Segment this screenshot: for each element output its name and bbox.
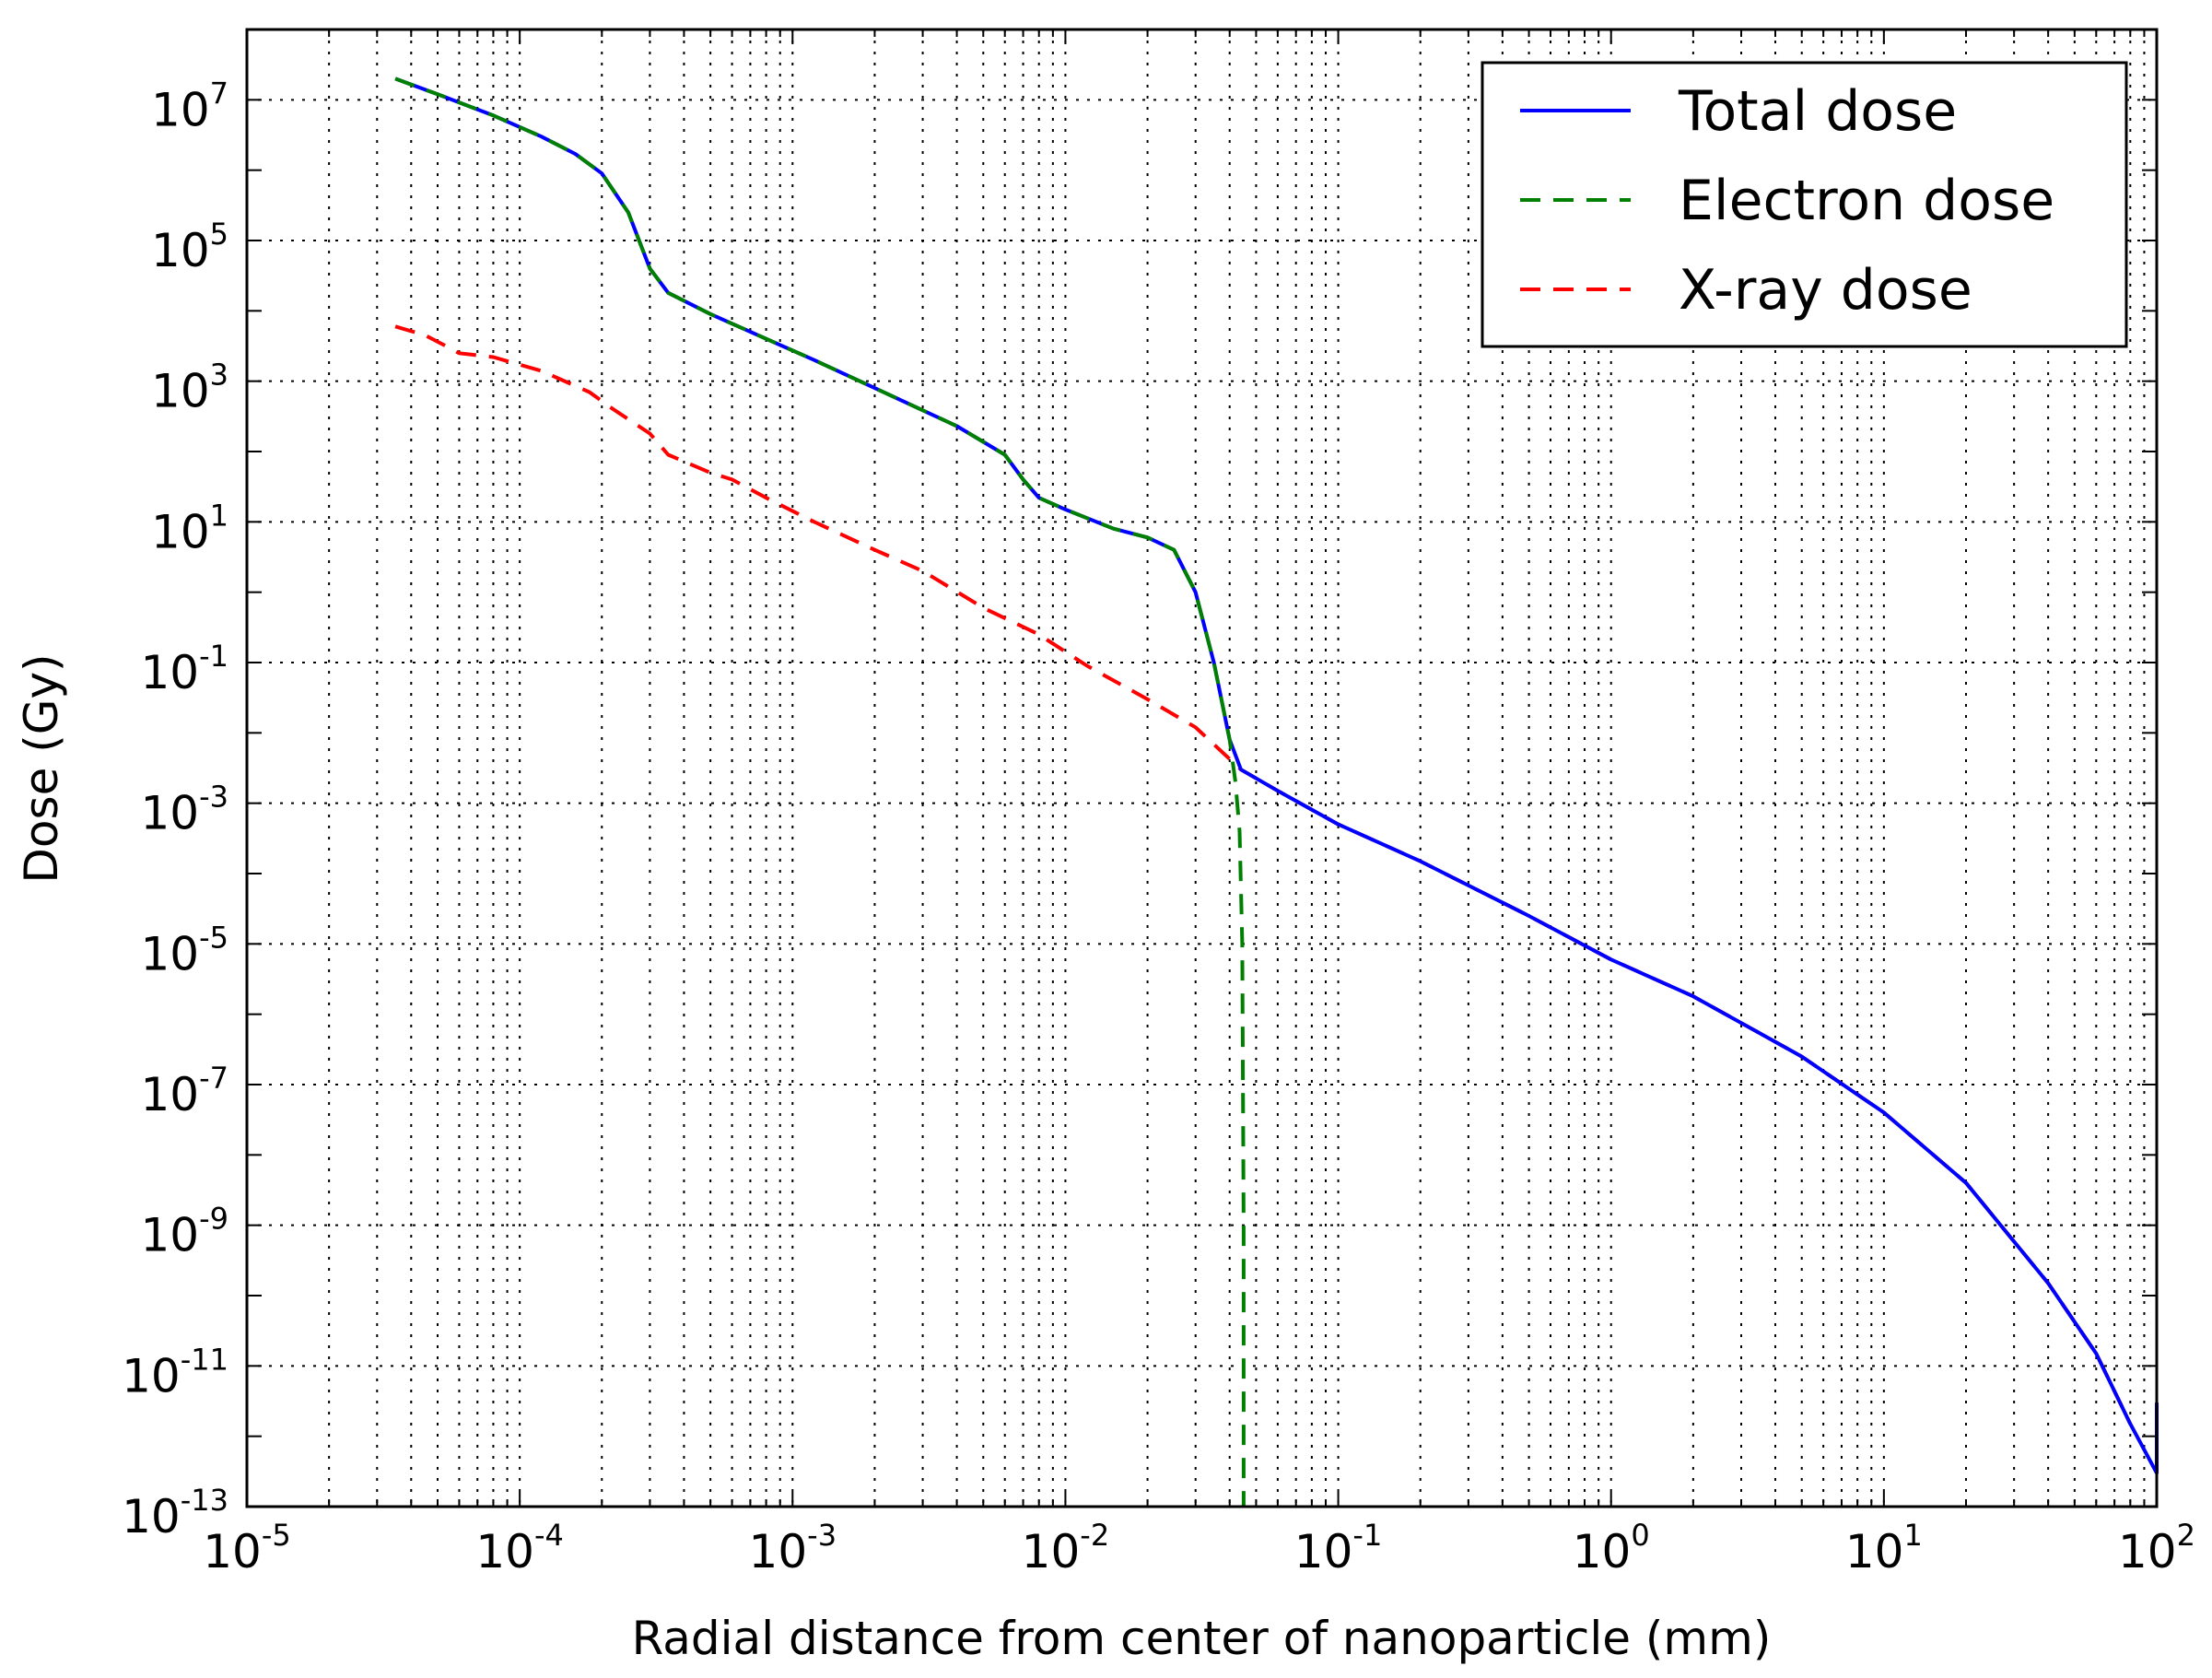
y-axis-label: Dose (Gy): [15, 653, 68, 883]
y-axis-tick-labels: 107 105 103 101 10-1 10-3 10-5 10-7 10-9 10-11 10-…: [122, 76, 228, 1543]
x-tick-label: 102: [2118, 1518, 2195, 1578]
legend-items: Total dose Electron dose X-ray dose: [1520, 79, 2054, 323]
x-tick-label: 101: [1845, 1518, 1923, 1578]
legend-label: X-ray dose: [1679, 258, 1972, 323]
x-axis-tick-labels: 10-5 10-4 10-3 10-2 10-1 100 101 102: [203, 1518, 2195, 1578]
x-tick-label: 10-3: [749, 1518, 837, 1578]
y-tick-label: 10-9: [140, 1202, 228, 1262]
y-tick-label: 103: [151, 358, 228, 418]
y-tick-label: 10-3: [140, 780, 228, 840]
x-tick-label: 10-1: [1294, 1518, 1383, 1578]
x-axis-label: Radial distance from center of nanoparti…: [632, 1612, 1772, 1665]
y-tick-label: 10-11: [122, 1342, 228, 1402]
y-tick-label: 10-1: [140, 639, 228, 699]
y-tick-label: 107: [151, 76, 228, 136]
x-tick-label: 100: [1573, 1518, 1650, 1578]
y-tick-label: 101: [151, 498, 228, 558]
y-tick-label: 10-5: [140, 920, 228, 980]
legend-label: Electron dose: [1679, 169, 2054, 233]
x-tick-label: 10-5: [203, 1518, 291, 1578]
plot-frame: [245, 28, 2159, 1508]
x-tick-label: 10-2: [1022, 1518, 1110, 1578]
series-layer: [394, 76, 2159, 1507]
legend-label: Total dose: [1678, 79, 1957, 144]
y-tick-label: 10-7: [140, 1061, 228, 1121]
series-line-electron-dose: [394, 76, 1246, 1507]
axis-ticks: [247, 29, 2157, 1508]
x-tick-label: 10-4: [475, 1518, 564, 1578]
y-tick-label: 105: [151, 217, 228, 277]
y-tick-label: 10-13: [122, 1483, 228, 1543]
legend: Total dose Electron dose X-ray dose: [1481, 61, 2128, 348]
